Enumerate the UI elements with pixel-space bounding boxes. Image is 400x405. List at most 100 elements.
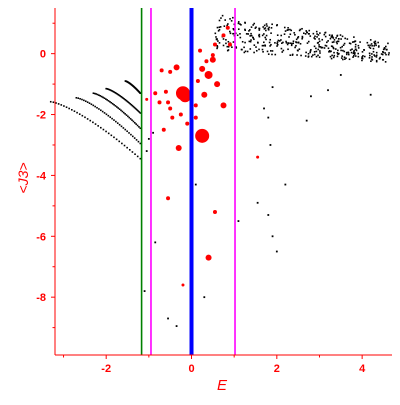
band-dot [345, 51, 348, 54]
x-tick-label: -2 [101, 363, 111, 375]
curve-dot [122, 111, 125, 114]
band-dot [301, 27, 303, 30]
band-dot [380, 53, 383, 55]
scatter-dot [147, 137, 150, 140]
band-dot [270, 32, 272, 34]
band-dot [388, 52, 390, 54]
band-dot [373, 43, 376, 45]
band-dot [328, 50, 331, 52]
highlight-point [212, 209, 217, 214]
scatter-dot [271, 86, 274, 89]
band-dot [361, 51, 364, 53]
band-dot [265, 34, 268, 37]
band-dot [243, 51, 246, 54]
band-dot [233, 32, 236, 35]
band-dot [353, 53, 356, 55]
band-dot [227, 40, 230, 43]
band-dot [269, 38, 272, 41]
band-dot [328, 34, 331, 36]
band-dot [290, 29, 293, 32]
band-dot [270, 27, 273, 29]
band-dot [316, 33, 318, 35]
band-dot [336, 42, 338, 45]
band-dot [244, 28, 246, 31]
band-dot [249, 48, 252, 50]
highlight-point [166, 100, 171, 105]
band-dot [216, 46, 219, 48]
band-dot [264, 45, 267, 47]
band-dot [289, 33, 292, 36]
band-dot [271, 50, 274, 52]
curve-dot [49, 100, 52, 103]
scatter-dot [271, 235, 274, 238]
band-dot [387, 42, 389, 45]
band-dot [336, 40, 339, 43]
band-dot [261, 48, 264, 51]
highlight-point [193, 115, 198, 120]
band-dot [331, 36, 334, 38]
band-dot [304, 55, 307, 57]
band-dot [308, 33, 310, 35]
band-dot [361, 56, 364, 58]
band-dot [330, 36, 333, 38]
band-dot [309, 51, 311, 54]
band-dot [254, 27, 257, 29]
curve-dot [129, 103, 132, 105]
band-dot [375, 59, 378, 62]
band-dot [253, 51, 255, 54]
scatter-dot [167, 317, 169, 320]
band-dot [222, 44, 225, 47]
highlight-point [225, 25, 230, 30]
band-dot [267, 53, 270, 55]
band-dot [294, 33, 296, 36]
band-dot [228, 30, 231, 33]
band-dot [309, 35, 312, 37]
band-dot [216, 47, 218, 50]
band-dot [382, 48, 385, 51]
y-axis-label: <J3> [15, 162, 31, 193]
band-dot [357, 52, 359, 55]
curve-dot [127, 115, 129, 118]
curve-dot [105, 98, 107, 100]
band-dot [221, 14, 224, 17]
curve-dot [119, 95, 122, 97]
band-dot [268, 41, 271, 44]
band-dot [253, 38, 255, 41]
band-dot [361, 59, 363, 62]
band-dot [217, 40, 219, 42]
curve-dot [116, 122, 119, 124]
band-dot [301, 35, 304, 38]
band-dot [337, 49, 339, 52]
band-dot [296, 54, 298, 56]
band-dot [306, 42, 309, 44]
scatter-dot [203, 296, 206, 299]
band-dot [318, 44, 320, 46]
band-dot [384, 61, 387, 63]
band-dot [315, 55, 318, 58]
band-dot [248, 40, 251, 43]
curve-dot [63, 105, 65, 107]
highlight-point [168, 106, 173, 111]
curve-dot [98, 94, 100, 96]
band-dot [353, 36, 355, 38]
band-dot [357, 47, 360, 49]
highlight-point [193, 103, 198, 108]
curve-dot [133, 106, 136, 109]
band-dot [235, 45, 237, 48]
band-dot [335, 37, 337, 39]
band-dot [304, 33, 307, 35]
curve-dot [120, 125, 123, 128]
band-dot [255, 46, 257, 48]
curve-dot [114, 91, 117, 94]
highlight-point [145, 97, 149, 101]
curve-dot [75, 96, 78, 99]
band-dot [362, 55, 364, 57]
band-dot [313, 45, 316, 48]
curve-dot [125, 99, 128, 102]
band-dot [291, 54, 294, 56]
band-dot [262, 44, 265, 47]
band-dot [331, 41, 334, 44]
data-layer [49, 14, 390, 327]
band-dot [307, 56, 310, 58]
